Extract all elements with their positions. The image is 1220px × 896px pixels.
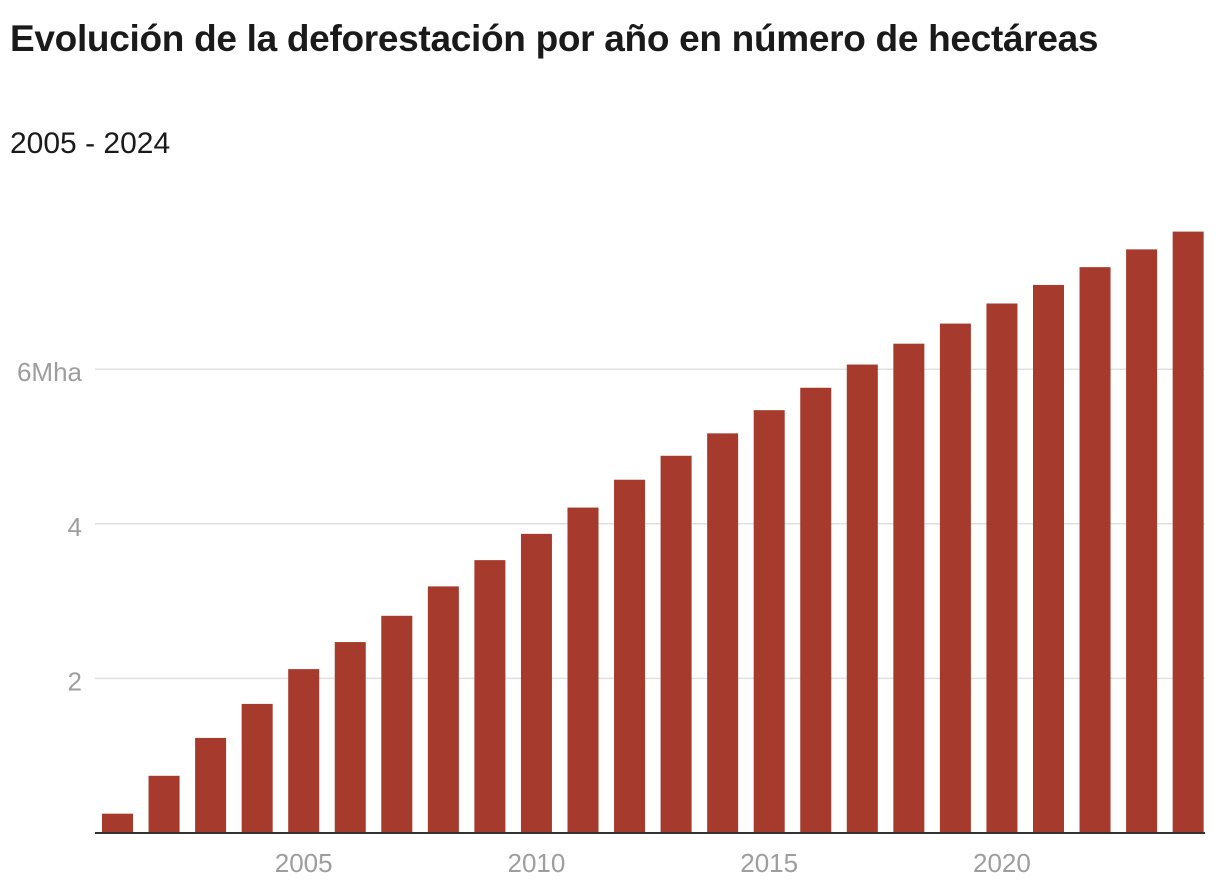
bar-2002 [148,775,180,833]
bar-2018 [893,343,925,833]
x-tick-label: 2015 [740,848,798,878]
bar-2010 [520,533,552,833]
x-tick-label: 2010 [508,848,566,878]
bar-2015 [753,410,785,833]
x-tick-label: 2005 [275,848,333,878]
bar-2008 [427,586,459,833]
bar-2016 [800,387,832,833]
bar-2022 [1079,267,1111,833]
bar-2014 [707,433,739,833]
y-axis-tick-labels: 2 4 6Mha [17,357,83,696]
bar-2012 [614,479,646,833]
bar-2009 [474,560,506,833]
x-axis-tick-labels: 2005 2010 2015 2020 [275,848,1031,878]
bar-2021 [1033,284,1064,833]
bar-2005 [288,669,320,833]
chart-subtitle: 2005 - 2024 [10,127,171,160]
y-tick-label: 4 [68,512,82,542]
bar-2020 [986,303,1018,833]
x-tick-label: 2020 [973,848,1031,878]
bar-2017 [846,364,878,833]
bar-2006 [334,642,366,833]
bar-2024 [1172,231,1204,834]
bars [102,231,1204,834]
y-tick-label: 6Mha [17,357,83,387]
bar-2001 [102,813,133,833]
chart-title: Evolución de la deforestación por año en… [10,18,1099,59]
gridlines [95,368,1205,680]
bar-2003 [195,737,227,833]
y-tick-label: 2 [68,666,82,696]
bar-2007 [381,615,413,833]
bar-2013 [660,455,692,833]
bar-2004 [241,703,273,833]
bar-2011 [567,507,599,833]
bar-2019 [939,323,971,833]
bar-2023 [1126,249,1158,833]
